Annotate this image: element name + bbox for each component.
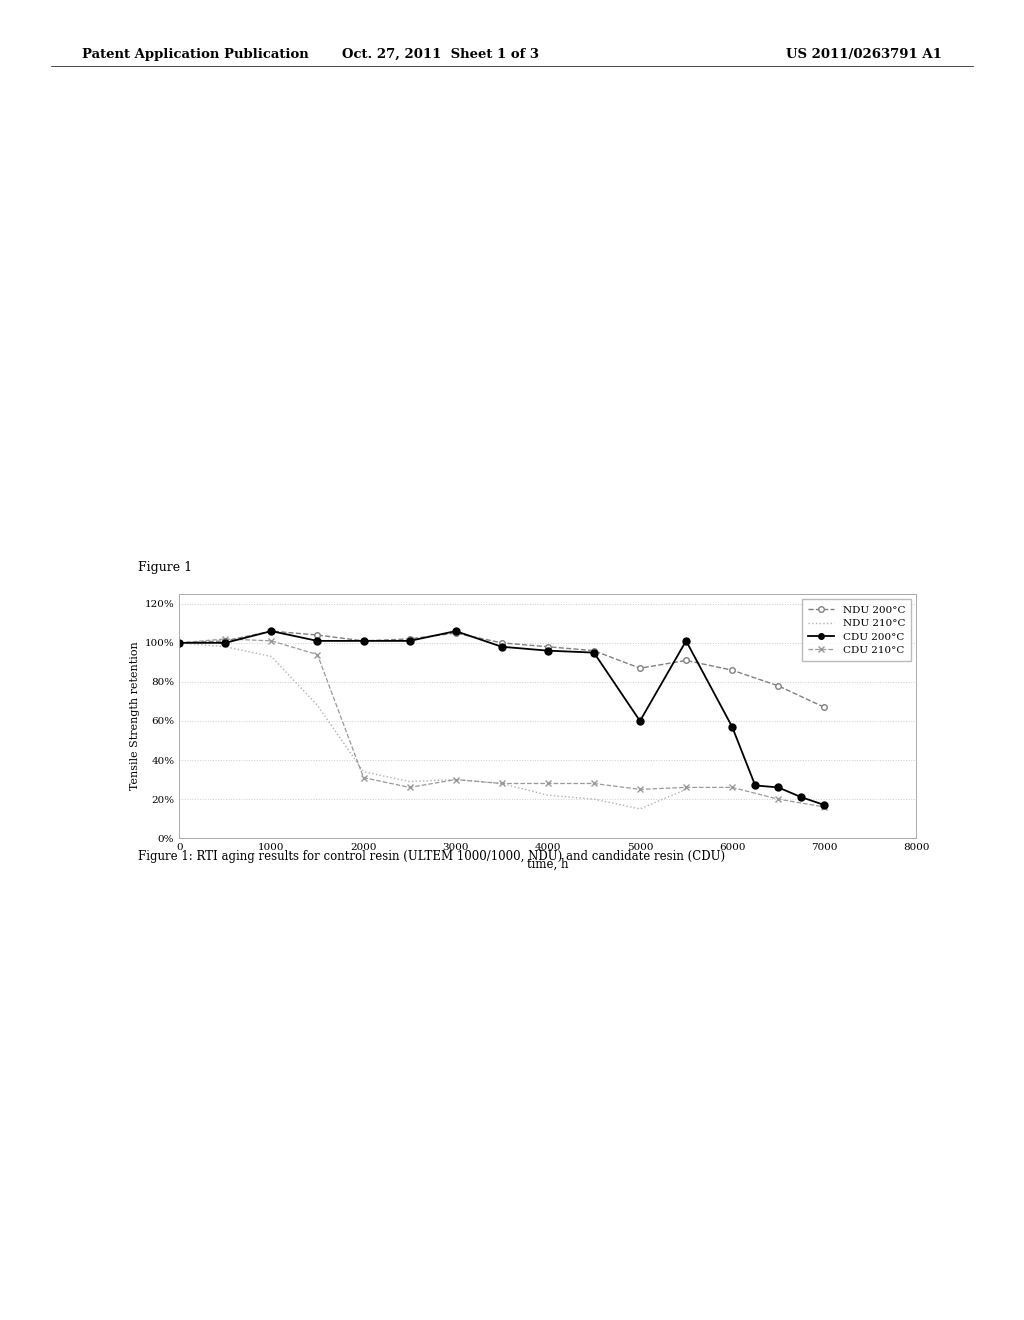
- CDU 210°C: [818, 799, 830, 814]
- NDU 210°C: [403, 774, 416, 789]
- NDU 210°C: [588, 791, 600, 807]
- NDU 210°C: [542, 787, 554, 803]
- NDU 210°C: [357, 764, 370, 780]
- NDU 200°C: [726, 663, 738, 678]
- CDU 210°C: [357, 770, 370, 785]
- NDU 200°C: [219, 634, 231, 649]
- NDU 210°C: [219, 639, 231, 655]
- NDU 210°C: [265, 648, 278, 664]
- NDU 200°C: [772, 678, 784, 694]
- CDU 200°C: [818, 797, 830, 813]
- CDU 210°C: [772, 791, 784, 807]
- Line: NDU 210°C: NDU 210°C: [179, 643, 686, 809]
- CDU 200°C: [173, 635, 185, 651]
- NDU 200°C: [496, 635, 508, 651]
- NDU 210°C: [173, 635, 185, 651]
- NDU 200°C: [818, 700, 830, 715]
- CDU 200°C: [542, 643, 554, 659]
- CDU 210°C: [496, 776, 508, 792]
- CDU 200°C: [403, 634, 416, 649]
- CDU 210°C: [588, 776, 600, 792]
- CDU 200°C: [450, 623, 462, 639]
- Text: Oct. 27, 2011  Sheet 1 of 3: Oct. 27, 2011 Sheet 1 of 3: [342, 48, 539, 61]
- X-axis label: time, h: time, h: [527, 858, 568, 871]
- Line: CDU 200°C: CDU 200°C: [176, 627, 827, 808]
- NDU 200°C: [634, 660, 646, 676]
- CDU 200°C: [795, 789, 807, 805]
- CDU 210°C: [219, 631, 231, 647]
- NDU 200°C: [588, 643, 600, 659]
- NDU 210°C: [680, 781, 692, 797]
- CDU 210°C: [311, 647, 324, 663]
- NDU 200°C: [311, 627, 324, 643]
- Legend: NDU 200°C, NDU 210°C, CDU 200°C, CDU 210°C: NDU 200°C, NDU 210°C, CDU 200°C, CDU 210…: [802, 599, 911, 661]
- NDU 200°C: [450, 626, 462, 642]
- CDU 210°C: [265, 634, 278, 649]
- NDU 210°C: [496, 776, 508, 792]
- CDU 210°C: [726, 780, 738, 796]
- NDU 210°C: [450, 772, 462, 788]
- CDU 200°C: [680, 634, 692, 649]
- Text: US 2011/0263791 A1: US 2011/0263791 A1: [786, 48, 942, 61]
- NDU 200°C: [265, 623, 278, 639]
- NDU 210°C: [634, 801, 646, 817]
- NDU 200°C: [357, 634, 370, 649]
- CDU 210°C: [542, 776, 554, 792]
- CDU 210°C: [634, 781, 646, 797]
- NDU 200°C: [680, 652, 692, 668]
- Y-axis label: Tensile Strength retention: Tensile Strength retention: [130, 642, 140, 791]
- NDU 200°C: [403, 631, 416, 647]
- CDU 210°C: [450, 772, 462, 788]
- CDU 210°C: [173, 635, 185, 651]
- CDU 200°C: [772, 780, 784, 796]
- CDU 200°C: [357, 634, 370, 649]
- CDU 200°C: [750, 777, 762, 793]
- CDU 200°C: [265, 623, 278, 639]
- CDU 200°C: [496, 639, 508, 655]
- Text: Patent Application Publication: Patent Application Publication: [82, 48, 308, 61]
- Text: Figure 1: RTI aging results for control resin (ULTEM 1000/1000, NDU) and candida: Figure 1: RTI aging results for control …: [138, 850, 725, 863]
- CDU 200°C: [588, 644, 600, 660]
- NDU 200°C: [542, 639, 554, 655]
- CDU 200°C: [311, 634, 324, 649]
- NDU 210°C: [311, 697, 324, 713]
- CDU 200°C: [634, 713, 646, 729]
- Line: CDU 210°C: CDU 210°C: [176, 635, 827, 810]
- CDU 200°C: [219, 635, 231, 651]
- CDU 210°C: [403, 780, 416, 796]
- Line: NDU 200°C: NDU 200°C: [176, 628, 827, 710]
- CDU 200°C: [726, 719, 738, 735]
- CDU 210°C: [680, 780, 692, 796]
- Text: Figure 1: Figure 1: [138, 561, 193, 574]
- NDU 200°C: [173, 635, 185, 651]
